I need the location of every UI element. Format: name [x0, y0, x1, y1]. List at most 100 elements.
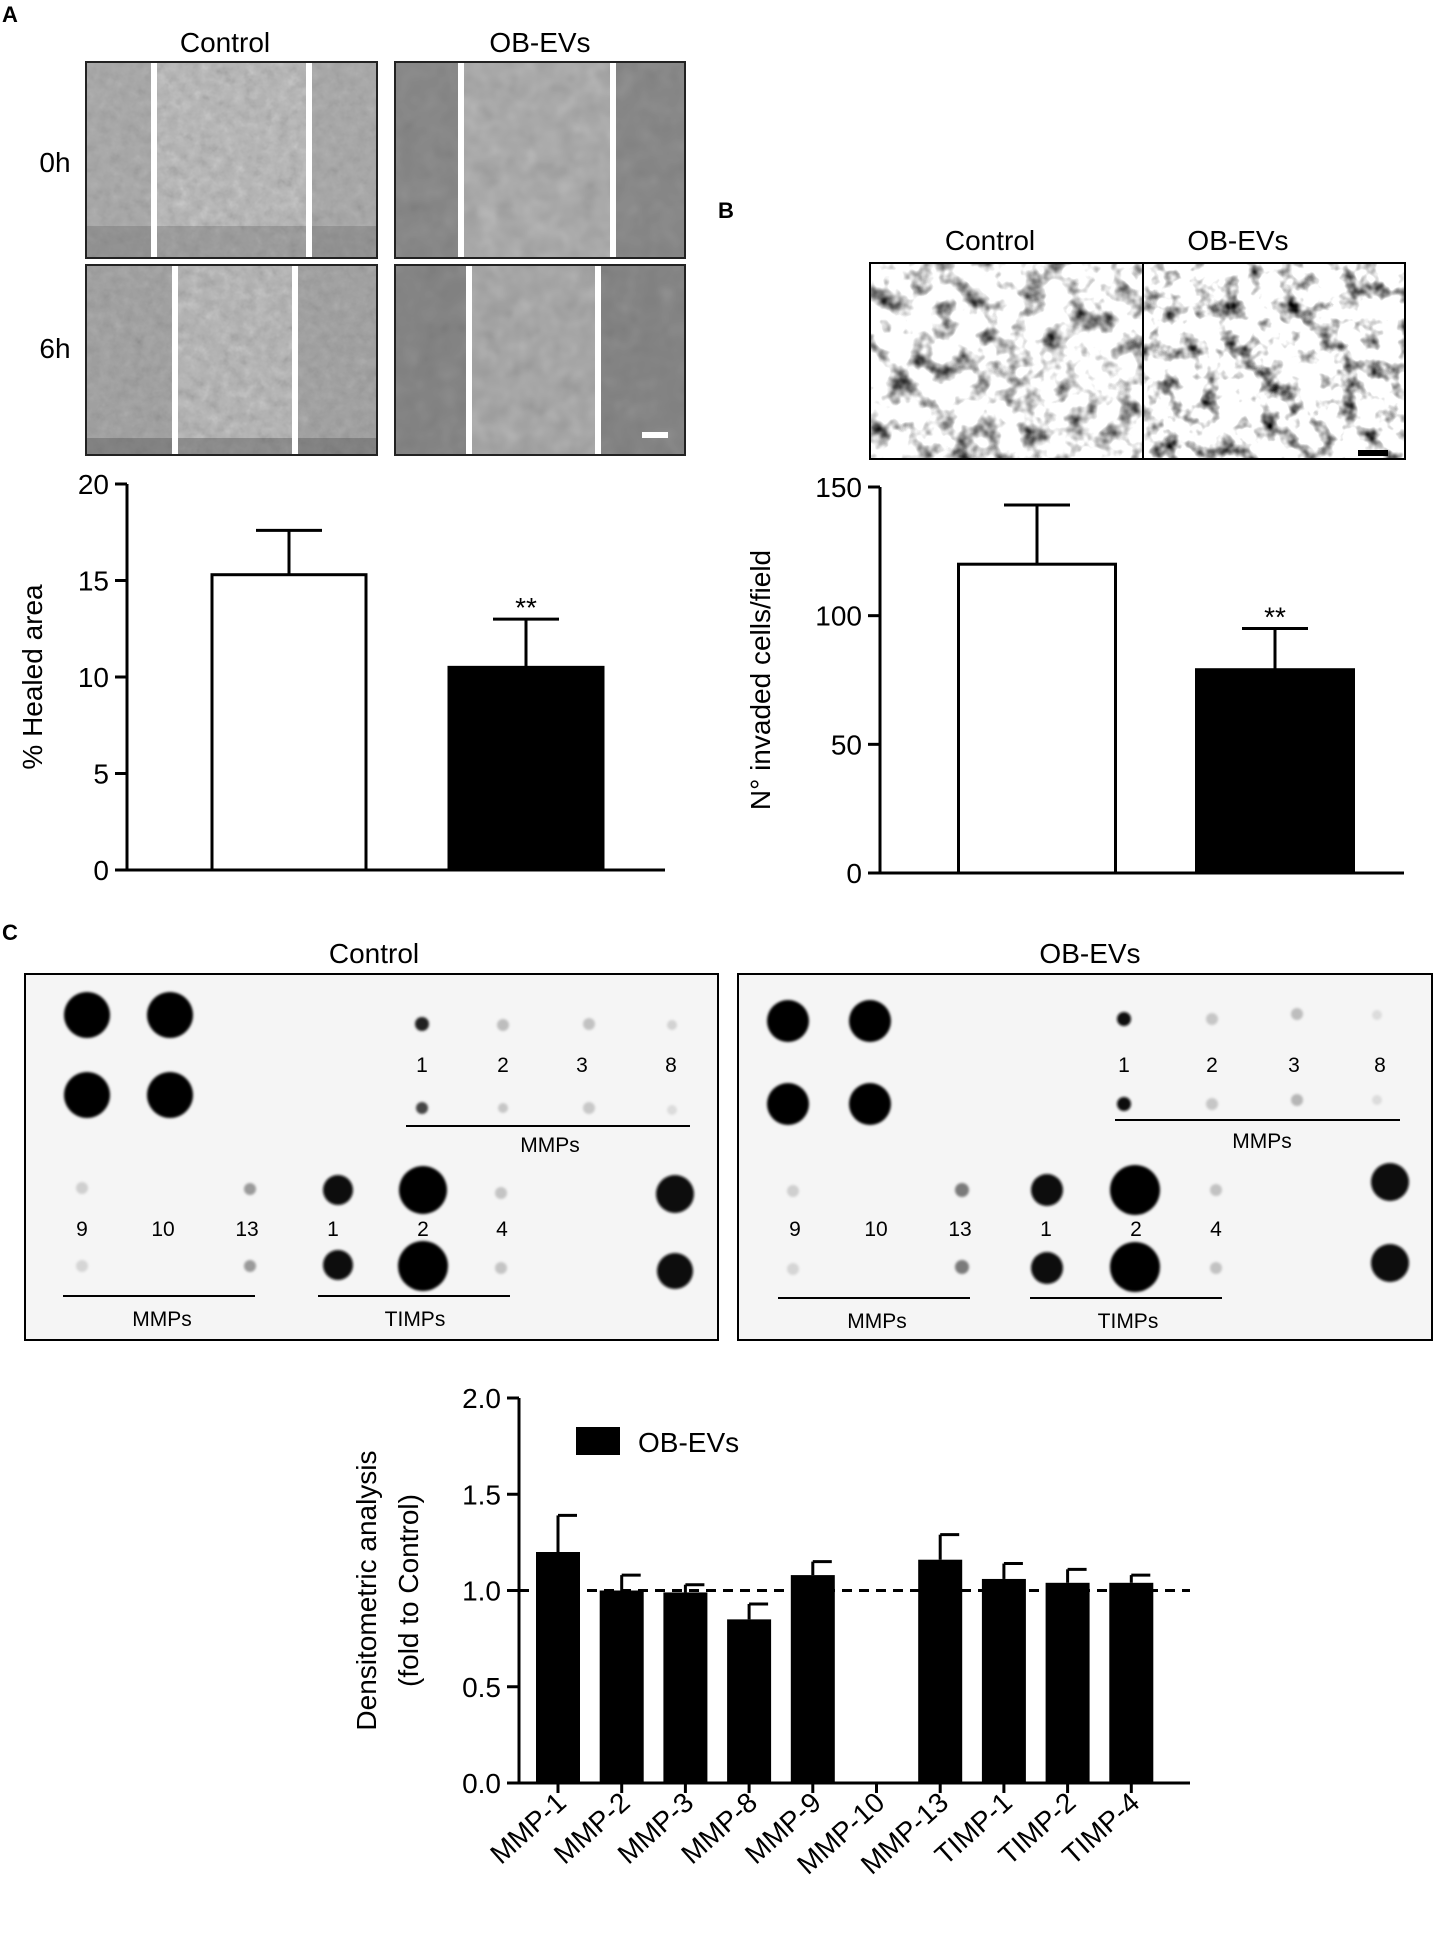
blot-spot [1372, 1095, 1382, 1105]
blot-spot [656, 1175, 694, 1213]
y-tick-label: 20 [78, 469, 109, 500]
blot-spot [1291, 1094, 1303, 1106]
bar-timp-4 [1109, 1582, 1154, 1783]
dot-blot-control: 1 2 3 8 MMPs 9 10 13 1 2 4 MMPs TIMPs [24, 973, 719, 1341]
blot-number: 13 [235, 1218, 258, 1241]
timps-group-label: TIMPs [385, 1308, 446, 1331]
blot-spot [1371, 1163, 1409, 1201]
y-axis-title: N° invaded cells/field [745, 550, 776, 810]
bar-mmp-8 [727, 1619, 772, 1783]
legend-swatch [576, 1427, 620, 1455]
y-tick-label: 0.0 [462, 1768, 501, 1799]
scratch-image-control-6h [85, 264, 378, 456]
bar-control [210, 573, 368, 872]
blot-number: 1 [1040, 1218, 1052, 1241]
blot-spot [399, 1166, 447, 1214]
blot-number: 8 [1374, 1054, 1386, 1077]
blot-spot [244, 1260, 256, 1272]
blot-spot [849, 1083, 891, 1125]
scratch-image-obevs-6h [394, 264, 686, 456]
panel-label-a: A [2, 2, 18, 27]
blot-number: 3 [1288, 1054, 1300, 1077]
blot-spot [1372, 1010, 1382, 1020]
blot-spot [667, 1105, 677, 1115]
bar-ob-evs [447, 665, 605, 872]
blot-spot [495, 1262, 507, 1274]
blot-number: 1 [416, 1054, 428, 1077]
blot-spot [767, 1083, 809, 1125]
blot-spot [657, 1253, 693, 1289]
mmps-group-label: MMPs [847, 1310, 907, 1333]
bar-timp-1 [981, 1578, 1026, 1783]
blot-spot [583, 1018, 595, 1030]
panel-a-row-6h: 6h [39, 333, 70, 364]
y-tick-label: 0 [93, 855, 109, 886]
invasion-image-obevs [1142, 262, 1406, 460]
panel-b-col-obevs: OB-EVs [1187, 225, 1288, 256]
blot-spot [1210, 1184, 1222, 1196]
blot-spot [76, 1260, 88, 1272]
blot-number: 10 [151, 1218, 174, 1241]
blot-number: 10 [864, 1218, 887, 1241]
blot-spot [849, 1000, 891, 1042]
significance-marker: ** [1264, 602, 1286, 633]
bar-mmp-13 [918, 1559, 963, 1783]
blot-spot [787, 1185, 799, 1197]
dot-blot-obevs: 1 2 3 8 MMPs 9 10 13 1 2 4 MMPs TIMPs [737, 973, 1433, 1341]
y-tick-label: 2.0 [462, 1383, 501, 1414]
blot-spot [323, 1175, 353, 1205]
scale-bar [1358, 450, 1388, 456]
densitometry-chart: 0.00.51.01.52.0MMP-1MMP-2MMP-3MMP-8MMP-9… [351, 1383, 1190, 1880]
blot-number: 3 [576, 1054, 588, 1077]
mmps-group-label: MMPs [1232, 1130, 1292, 1153]
blot-title-obevs: OB-EVs [1039, 938, 1140, 969]
y-axis-title: % Healed area [17, 584, 48, 770]
bar-mmp-2 [599, 1590, 644, 1783]
blot-title-control: Control [329, 938, 419, 969]
blot-number: 2 [497, 1054, 509, 1077]
blot-number: 2 [417, 1218, 429, 1241]
blot-spot [415, 1017, 429, 1031]
mmps-group-label: MMPs [132, 1308, 192, 1331]
blot-spot [495, 1187, 507, 1199]
legend-label: OB-EVs [638, 1427, 739, 1458]
timps-group-label: TIMPs [1098, 1310, 1159, 1333]
blot-spot [323, 1250, 353, 1280]
blot-number: 1 [327, 1218, 339, 1241]
blot-number: 8 [665, 1054, 677, 1077]
blot-spot [1117, 1012, 1131, 1026]
blot-spot [76, 1182, 88, 1194]
panel-a-col-obevs: OB-EVs [489, 27, 590, 58]
y-tick-label: 1.0 [462, 1576, 501, 1607]
y-tick-label: 5 [93, 759, 109, 790]
blot-spot [64, 992, 110, 1038]
y-axis-title: Densitometric analysis [351, 1450, 382, 1730]
significance-marker: ** [515, 592, 537, 623]
scratch-image-control-0h [85, 61, 378, 259]
blot-spot [1371, 1244, 1409, 1282]
blot-number: 4 [1210, 1218, 1222, 1241]
bar-mmp-3 [663, 1592, 708, 1783]
panel-label-b: B [718, 198, 734, 223]
y-tick-label: 10 [78, 662, 109, 693]
blot-spot [64, 1072, 110, 1118]
blot-spot [1110, 1242, 1160, 1292]
blot-number: 9 [76, 1218, 88, 1241]
blot-spot [244, 1183, 256, 1195]
scratch-image-obevs-0h [394, 61, 686, 259]
panel-label-c: C [2, 920, 18, 945]
bar-mmp-9 [790, 1575, 835, 1783]
blot-spot [955, 1260, 969, 1274]
blot-number: 2 [1206, 1054, 1218, 1077]
blot-spot [1210, 1262, 1222, 1274]
blot-spot [583, 1102, 595, 1114]
y-axis-subtitle: (fold to Control) [393, 1494, 424, 1687]
blot-spot [147, 1072, 193, 1118]
blot-spot [416, 1102, 428, 1114]
blot-spot [1206, 1098, 1218, 1110]
panel-b-col-control: Control [945, 225, 1035, 256]
blot-spot [955, 1183, 969, 1197]
blot-spot [667, 1020, 677, 1030]
invaded-cells-chart: 0 50 100 150 ** N° invaded cells/field [745, 472, 1404, 889]
